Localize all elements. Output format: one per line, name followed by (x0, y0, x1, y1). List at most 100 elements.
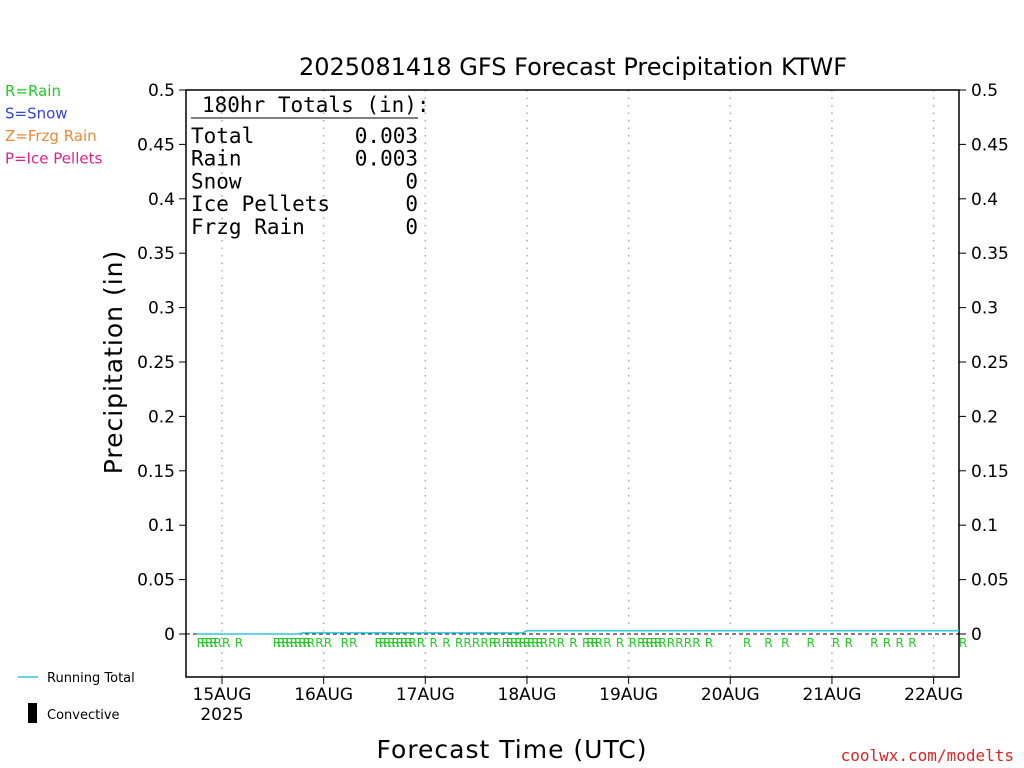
precip-type-marker: R (582, 636, 590, 650)
precip-type-marker: R (324, 636, 332, 650)
precip-type-marker: R (396, 636, 404, 650)
x-tick-label: 18AUG (498, 685, 557, 705)
x-axis-label: Forecast Time (UTC) (377, 735, 648, 764)
y-tick-label-left: 0.4 (148, 190, 175, 210)
precip-type-marker: R (391, 636, 399, 650)
x-tick-label: 20AUG (701, 685, 760, 705)
y-tick-label-right: 0.4 (971, 190, 998, 210)
totals-value-0: 0.003 (355, 124, 418, 148)
precip-type-marker: R (807, 636, 815, 650)
totals-value-3: 0 (405, 192, 418, 216)
plot-frame (185, 89, 960, 678)
y-axis: 0 00.05 0.050.1 0.10.15 0.150.2 0.20.25 0.250.… (137, 81, 1009, 645)
precip-type-marker: R (417, 636, 425, 650)
precip-type-marker: R (523, 636, 531, 650)
y-tick-label-right: 0.15 (971, 462, 1009, 482)
totals-value-1: 0.003 (355, 147, 418, 171)
precip-type-marker: R (603, 636, 611, 650)
precip-type-marker: R (667, 636, 675, 650)
totals-label-3: Ice Pellets (191, 192, 330, 216)
precip-type-marker: R (472, 636, 480, 650)
precip-type-marker: R (315, 636, 323, 650)
y-tick-label-left: 0.35 (137, 244, 175, 264)
precip-type-marker: R (743, 636, 751, 650)
precip-type-marker: R (286, 636, 294, 650)
y-tick-label-right: 0.5 (971, 81, 998, 101)
precip-type-marker: R (408, 636, 416, 650)
precip-type-marker: R (540, 636, 548, 650)
convective-legend-swatch (28, 703, 37, 723)
x-tick-label: 21AUG (802, 685, 861, 705)
precip-type-marker: R (586, 636, 594, 650)
y-tick-label-right: 0.3 (971, 299, 998, 319)
precip-type-marker: R (298, 636, 306, 650)
precip-type-marker: R (205, 636, 213, 650)
totals-box: 180hr Totals (in): Total 0.003 Rain 0.003 Sn… (191, 93, 430, 239)
precip-type-marker: R (959, 636, 967, 650)
precip-type-marker: R (616, 636, 624, 650)
precip-type-marker: R (235, 636, 243, 650)
precip-type-marker: R (197, 636, 205, 650)
precip-type-marker: R (303, 636, 311, 650)
precip-type-marker: R (201, 636, 209, 650)
convective-legend: Convective (28, 703, 120, 723)
y-tick-label-left: 0.3 (148, 299, 175, 319)
precip-type-marker: R (557, 636, 565, 650)
precip-type-marker: R (400, 636, 408, 650)
precip-type-marker: R (637, 636, 645, 650)
precip-type-marker: R (349, 636, 357, 650)
precip-type-marker: R (281, 636, 289, 650)
precip-type-marker: R (646, 636, 654, 650)
precip-type-marker: R (383, 636, 391, 650)
precip-type-marker: R (531, 636, 539, 650)
precip-type-marker: R (658, 636, 666, 650)
precip-type-marker: R (222, 636, 230, 650)
precip-type-marker: R (294, 636, 302, 650)
running-total-legend-label: Running Total (47, 671, 135, 686)
precip-type-marker: R (569, 636, 577, 650)
totals-header: 180hr Totals (in): (202, 93, 430, 117)
y-tick-label-right: 0.35 (971, 244, 1009, 264)
y-tick-label-left: 0.05 (137, 571, 175, 591)
precip-type-marker: R (908, 636, 916, 650)
precip-type-marker: R (493, 636, 501, 650)
y-tick-label-left: 0.45 (137, 135, 175, 155)
y-tick-label-left: 0.25 (137, 353, 175, 373)
precip-type-marker: R (684, 636, 692, 650)
precip-type-marker: R (277, 636, 285, 650)
legend-type-2: Z=Frzg Rain (5, 127, 97, 145)
precip-type-marker: R (641, 636, 649, 650)
precip-type-marker: R (480, 636, 488, 650)
precip-type-marker: R (442, 636, 450, 650)
precip-type-marker: R (379, 636, 387, 650)
running-total-line (196, 629, 959, 635)
x-tick-label: 15AUG (193, 685, 252, 705)
precip-type-marker: R (705, 636, 713, 650)
y-tick-label-right: 0.2 (971, 407, 998, 427)
y-tick-label-right: 0 (971, 625, 982, 645)
credit-text: coolwx.com/modelts (841, 746, 1014, 765)
x-tick-label: 22AUG (904, 685, 963, 705)
precip-type-marker: R (675, 636, 683, 650)
x-tick-sublabel: 2025 (200, 705, 243, 725)
precip-type-marker: R (519, 636, 527, 650)
precip-type-marker: R (896, 636, 904, 650)
y-tick-label-left: 0.2 (148, 407, 175, 427)
y-tick-label-right: 0.1 (971, 516, 998, 536)
precip-type-marker: R (273, 636, 281, 650)
precip-type-marker: R (489, 636, 497, 650)
totals-label-1: Rain (191, 147, 242, 171)
precip-type-marker: R (387, 636, 395, 650)
precip-type-legend: R=Rain S=Snow Z=Frzg Rain P=Ice Pellets (5, 82, 102, 168)
precip-type-marker: R (883, 636, 891, 650)
precip-type-marker: R (595, 636, 603, 650)
precip-type-marker: R (650, 636, 658, 650)
precip-type-marker: R (290, 636, 298, 650)
legend-type-0: R=Rain (5, 82, 61, 100)
precip-type-marker: R (591, 636, 599, 650)
precip-type-marker: R (341, 636, 349, 650)
y-tick-label-left: 0.1 (148, 516, 175, 536)
precip-type-marker: R (832, 636, 840, 650)
